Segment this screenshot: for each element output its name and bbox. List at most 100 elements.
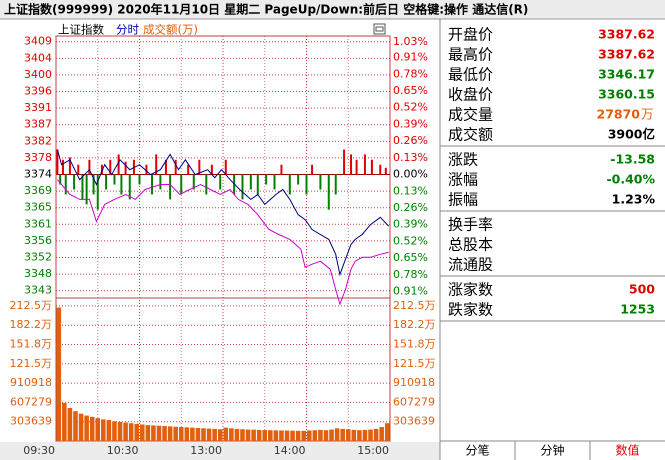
volume-bar [323, 430, 329, 441]
y2-tick-label: 0.91% [393, 51, 428, 64]
volume-bar [140, 424, 145, 441]
x-tick-label: 15:00 [357, 444, 389, 457]
volume-bar [273, 430, 279, 441]
y2-tick-label: 0.39% [393, 117, 428, 130]
volume-bar [78, 413, 84, 441]
volume-bar [195, 427, 201, 441]
volume-bar [295, 430, 301, 441]
volume-bar [351, 429, 357, 441]
volume-bar [101, 419, 106, 441]
panel-label: 涨跌 [448, 151, 478, 169]
y2-tick-label: 0.78% [393, 67, 428, 80]
volume-bar [106, 420, 112, 441]
tab[interactable]: 分钟 [540, 443, 564, 458]
panel-value: -0.40% [606, 172, 655, 187]
y-tick-label: 3396 [24, 85, 52, 98]
volume-bar [318, 429, 323, 441]
volume-bar [368, 429, 373, 441]
panel-value: -13.58 [610, 152, 655, 167]
panel-value: 3387.62 [598, 47, 655, 62]
volume-bar [162, 426, 167, 441]
volume-bar [217, 429, 223, 441]
vol-tick-label-right: 121.5万 [393, 357, 436, 370]
volume-bar [156, 425, 162, 441]
vol-tick-label-right: 910918 [393, 376, 435, 389]
volume-bar [307, 430, 312, 441]
vol-tick-label: 151.8万 [10, 338, 53, 351]
x-tick-label: 10:30 [107, 444, 139, 457]
y2-tick-label: 1.03% [393, 35, 428, 48]
price-line [57, 179, 389, 306]
y2-tick-label: 0.13% [393, 151, 428, 164]
x-tick-label: 13:00 [190, 444, 222, 457]
volume-bar [123, 422, 128, 441]
y-tick-label: 3382 [24, 134, 52, 147]
y2-tick-label: 0.65% [393, 251, 428, 264]
y2-tick-label: 0.26% [393, 134, 428, 147]
panel-label: 跌家数 [448, 301, 493, 319]
volume-bar [112, 421, 117, 441]
volume-bar [256, 429, 262, 441]
volume-bar [201, 428, 206, 441]
y2-tick-label: 0.13% [393, 184, 428, 197]
volume-bar [345, 429, 351, 441]
volume-bar [89, 416, 95, 441]
volume-bar [56, 307, 62, 441]
panel-label: 换手率 [448, 216, 493, 234]
y-tick-label: 3365 [24, 201, 52, 214]
y2-tick-label: 0.52% [393, 234, 428, 247]
tab[interactable]: 数值 [615, 443, 639, 458]
panel-label: 最低价 [448, 66, 493, 84]
y-tick-label: 3348 [24, 267, 52, 280]
volume-bar [240, 429, 245, 441]
volume-bar [173, 426, 178, 441]
vol-tick-label-right: 182.2万 [393, 318, 436, 331]
volume-bar [145, 425, 151, 441]
volume-bar [373, 428, 379, 441]
volume-bar [234, 428, 240, 441]
vol-tick-label: 303639 [10, 415, 52, 428]
volume-bar [84, 415, 89, 441]
y2-tick-label: 0.78% [393, 268, 428, 281]
panel-label: 流通股 [448, 256, 493, 274]
panel-value: 3900亿 [608, 127, 655, 142]
panel-label: 总股本 [448, 236, 493, 254]
volume-bar [134, 423, 139, 441]
vol-tick-label-right: 212.5万 [393, 299, 436, 312]
legend-price: 分时 [116, 23, 139, 37]
panel-label: 涨家数 [448, 281, 493, 299]
y2-tick-label: 0.39% [393, 218, 428, 231]
legend-volume: 成交额(万) [143, 23, 198, 37]
panel-value: 27870 [597, 107, 641, 122]
y-tick-label: 3343 [24, 284, 52, 297]
panel-label: 最高价 [448, 46, 493, 64]
vol-tick-label: 212.5万 [10, 299, 53, 312]
time-axis-bar [0, 442, 440, 460]
volume-bar [251, 429, 256, 441]
volume-bar [184, 427, 190, 441]
pane-title: 上证指数 [58, 23, 104, 37]
volume-bar [284, 430, 290, 441]
y-tick-label: 3391 [24, 101, 52, 114]
vol-tick-label: 182.2万 [10, 318, 53, 331]
tab[interactable]: 分笔 [465, 443, 489, 458]
vol-tick-label: 607279 [10, 395, 52, 408]
volume-bar [340, 428, 345, 441]
volume-bar [167, 426, 173, 441]
volume-bar [73, 411, 78, 441]
volume-bar [190, 427, 195, 441]
y-tick-label: 3404 [24, 51, 52, 64]
x-tick-label: 14:00 [274, 444, 306, 457]
volume-bar [262, 430, 268, 441]
y2-tick-label: 0.91% [393, 285, 428, 298]
y-tick-label: 3400 [24, 68, 52, 81]
volume-bar [301, 430, 306, 441]
pane-icon[interactable] [373, 23, 386, 35]
panel-value: 3387.62 [598, 27, 655, 42]
y-tick-label: 3387 [24, 118, 52, 131]
pane-icon-inner [375, 26, 384, 32]
title: 上证指数(999999) 2020年11月10日 星期二 PageUp/Down… [4, 2, 528, 17]
vol-tick-label: 121.5万 [10, 357, 53, 370]
